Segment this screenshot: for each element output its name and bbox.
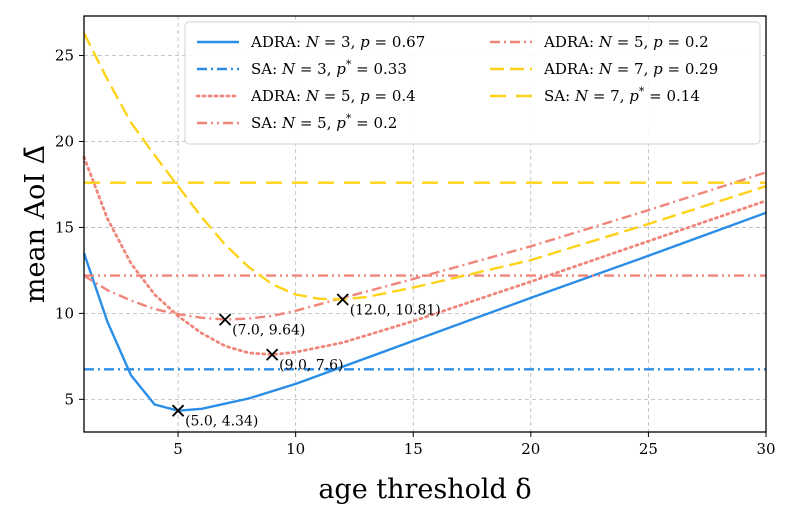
series-line-4: [83, 171, 767, 321]
y-tick-label: 25: [55, 47, 74, 65]
legend-entry-2: ADRA: N = 5, p = 0.4: [195, 87, 416, 105]
min-marker-2: [266, 348, 279, 361]
x-tick-label: 5: [173, 440, 183, 458]
legend-label: ADRA: N = 5, p = 0.4: [250, 87, 416, 105]
legend-box: [184, 21, 761, 145]
legend-entry-4: ADRA: N = 5, p = 0.2: [490, 33, 709, 51]
legend-entry-0: ADRA: N = 3, p = 0.67: [197, 33, 425, 51]
y-tick-label: 10: [55, 304, 74, 322]
min-marker-label-1: (7.0, 9.64): [232, 323, 305, 339]
legend-label: ADRA: N = 5, p = 0.2: [543, 33, 709, 51]
marker-x-stroke: [266, 348, 279, 361]
y-tick-label: 15: [55, 218, 74, 236]
legend-entry-6: SA: N = 7, p* = 0.14: [490, 85, 700, 105]
y-axis-title: mean AoI Δ̄: [20, 145, 51, 303]
marker-x-stroke: [336, 293, 349, 306]
x-tick-label: 20: [521, 440, 540, 458]
legend-label: SA: N = 7, p* = 0.14: [544, 85, 700, 105]
legend-label: SA: N = 3, p* = 0.33: [251, 58, 407, 78]
legend-label: ADRA: N = 7, p = 0.29: [543, 60, 718, 78]
x-tick-label: 15: [404, 440, 423, 458]
legend: ADRA: N = 3, p = 0.67 SA: N = 3, p* = 0.3…: [184, 21, 761, 145]
min-marker-label-0: (5.0, 4.34): [185, 414, 258, 430]
legend-label: SA: N = 5, p* = 0.2: [251, 112, 397, 132]
series-line-0: [82, 211, 767, 412]
legend-entry-3: SA: N = 5, p* = 0.2: [197, 112, 397, 132]
plot-frame: [83, 15, 767, 433]
axis-ticks: 5 10 15 20 25 30 5 10 15 20 25: [55, 47, 776, 458]
minimum-markers: (5.0, 4.34) (7.0, 9.64) (9.0, 7.6) (12.0, 1…: [171, 293, 441, 430]
min-marker-0: [171, 404, 185, 417]
series-layer: [82, 32, 768, 412]
legend-entry-5: ADRA: N = 7, p = 0.29: [490, 60, 718, 78]
legend-entry-1: SA: N = 3, p* = 0.33: [197, 58, 407, 78]
marker-x-stroke: [218, 313, 232, 326]
min-marker-3: [336, 293, 349, 306]
y-tick-label: 5: [64, 390, 74, 408]
min-marker-1: [218, 313, 232, 326]
marker-x-stroke: [171, 404, 185, 417]
y-tick-label: 20: [55, 132, 74, 150]
x-axis-title: age threshold δ: [318, 474, 531, 505]
min-marker-label-3: (12.0, 10.81): [350, 302, 441, 318]
series-line-5: [82, 32, 767, 301]
x-tick-label: 10: [286, 440, 305, 458]
grid: [84, 16, 767, 432]
x-tick-label: 30: [756, 440, 775, 458]
min-marker-label-2: (9.0, 7.6): [279, 358, 343, 374]
axis-titles: age threshold δ mean AoI Δ̄: [20, 145, 532, 505]
x-tick-label: 25: [639, 440, 658, 458]
legend-label: ADRA: N = 3, p = 0.67: [250, 33, 425, 51]
